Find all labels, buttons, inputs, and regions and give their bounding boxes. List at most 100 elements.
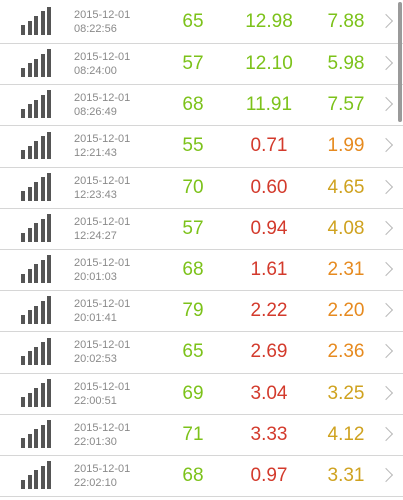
timestamp-date: 2015-12-01 [74,51,131,64]
value-1: 71 [182,423,204,445]
value-3: 7.57 [327,94,365,116]
list-item[interactable]: 2015-12-01 12:21:43 55 0.71 1.99 [0,126,403,168]
value-2: 0.97 [250,464,288,486]
value-1: 68 [182,94,204,116]
timestamp-time: 12:21:43 [74,147,117,160]
value-2: 12.98 [245,10,293,32]
list-item[interactable]: 2015-12-01 12:23:43 70 0.60 4.65 [0,167,403,209]
timestamp-date: 2015-12-01 [74,215,131,228]
value-2: 1.61 [250,259,288,281]
signal-strength-icon [21,6,52,35]
timestamp-time: 20:02:53 [74,353,117,366]
list-item[interactable]: 2015-12-01 12:24:27 57 0.94 4.08 [0,208,403,250]
timestamp-time: 22:02:10 [74,476,117,489]
timestamp-date: 2015-12-01 [74,92,131,105]
value-2: 3.33 [250,423,288,445]
timestamp: 2015-12-01 12:21:43 [74,132,130,160]
list-item[interactable]: 2015-12-01 20:02:53 65 2.69 2.36 [0,332,403,374]
list-item[interactable]: 2015-12-01 22:02:10 68 0.97 3.31 [0,455,403,498]
list-item[interactable]: 2015-12-01 22:01:30 71 3.33 4.12 [0,414,403,456]
chevron-right-icon[interactable] [378,138,394,153]
timestamp-time: 22:01:30 [74,435,117,448]
list-item[interactable]: 2015-12-01 08:24:00 57 12.10 5.98 [0,44,403,86]
timestamp-date: 2015-12-01 [74,298,131,311]
timestamp-time: 08:22:56 [74,22,117,35]
timestamp: 2015-12-01 08:22:56 [74,8,130,36]
list-item[interactable]: 2015-12-01 08:22:56 65 12.98 7.88 [0,0,403,44]
timestamp: 2015-12-01 22:02:10 [74,462,130,490]
timestamp: 2015-12-01 20:01:41 [74,297,130,325]
timestamp-time: 08:26:49 [74,106,117,119]
timestamp: 2015-12-01 20:02:53 [74,338,130,366]
value-2: 0.94 [250,217,288,239]
value-3: 4.08 [327,217,365,239]
signal-strength-icon [21,296,52,325]
timestamp-date: 2015-12-01 [74,133,131,146]
chevron-right-icon[interactable] [378,13,394,28]
value-1: 57 [182,53,204,75]
scrollbar[interactable] [398,2,402,122]
timestamp: 2015-12-01 12:24:27 [74,215,130,243]
value-1: 79 [182,300,204,322]
value-3: 5.98 [327,53,365,75]
value-1: 65 [182,341,204,363]
value-2: 0.60 [250,176,288,198]
signal-strength-icon [21,213,52,242]
chevron-right-icon[interactable] [378,303,394,318]
value-1: 69 [182,382,204,404]
value-2: 2.22 [250,300,288,322]
value-2: 2.69 [250,341,288,363]
chevron-right-icon[interactable] [378,97,394,112]
value-1: 68 [182,464,204,486]
value-3: 3.31 [327,464,365,486]
list-item[interactable]: 2015-12-01 08:26:49 68 11.91 7.57 [0,85,403,127]
list-item[interactable]: 2015-12-01 22:00:51 69 3.04 3.25 [0,373,403,415]
timestamp-time: 20:01:03 [74,271,117,284]
value-2: 3.04 [250,382,288,404]
timestamp-date: 2015-12-01 [74,174,131,187]
signal-strength-icon [21,255,52,284]
value-1: 57 [182,217,204,239]
timestamp: 2015-12-01 20:01:03 [74,256,130,284]
timestamp: 2015-12-01 22:00:51 [74,380,130,408]
timestamp-date: 2015-12-01 [74,257,131,270]
value-3: 4.12 [327,423,365,445]
value-2: 12.10 [245,53,293,75]
value-3: 7.88 [327,10,365,32]
chevron-right-icon[interactable] [378,385,394,400]
value-1: 68 [182,259,204,281]
timestamp-time: 20:01:41 [74,312,117,325]
chevron-right-icon[interactable] [378,344,394,359]
signal-strength-icon [21,461,52,489]
signal-strength-icon [21,378,52,407]
list-item[interactable]: 2015-12-01 20:01:41 79 2.22 2.20 [0,291,403,333]
timestamp: 2015-12-01 08:26:49 [74,91,130,119]
timestamp-time: 22:00:51 [74,394,117,407]
chevron-right-icon[interactable] [378,467,394,483]
value-3: 2.31 [327,259,365,281]
signal-strength-icon [21,419,52,448]
chevron-right-icon[interactable] [378,179,394,194]
value-1: 65 [182,10,204,32]
timestamp-time: 12:23:43 [74,188,117,201]
signal-strength-icon [21,172,52,201]
value-2: 0.71 [250,135,288,157]
value-2: 11.91 [245,94,293,116]
signal-strength-icon [21,90,52,119]
value-1: 70 [182,176,204,198]
value-3: 2.20 [327,300,365,322]
timestamp: 2015-12-01 08:24:00 [74,50,130,78]
value-3: 1.99 [327,135,365,157]
list-item[interactable]: 2015-12-01 20:01:03 68 1.61 2.31 [0,249,403,292]
value-3: 4.65 [327,176,365,198]
chevron-right-icon[interactable] [378,426,394,441]
chevron-right-icon[interactable] [378,220,394,235]
timestamp: 2015-12-01 12:23:43 [74,174,130,202]
value-1: 55 [182,135,204,157]
signal-strength-icon [21,49,52,78]
signal-strength-icon [21,337,52,366]
chevron-right-icon[interactable] [378,56,394,71]
timestamp: 2015-12-01 22:01:30 [74,421,130,449]
chevron-right-icon[interactable] [378,261,394,277]
